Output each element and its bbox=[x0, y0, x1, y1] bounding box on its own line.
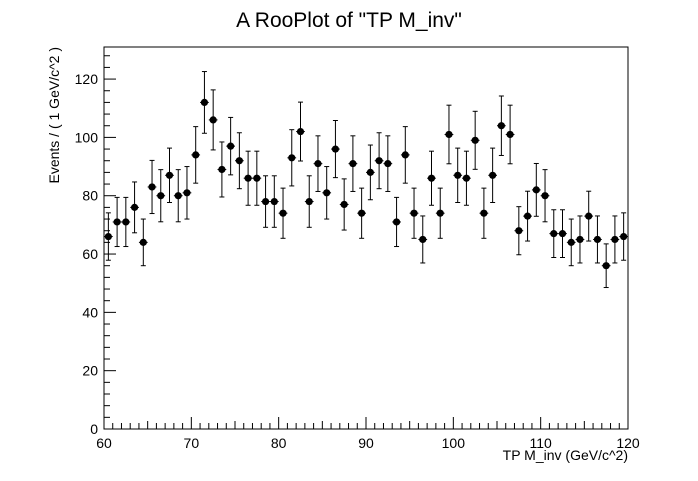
data-point bbox=[218, 165, 226, 174]
y-axis-label: Events / ( 1 GeV/c^2 ) bbox=[46, 47, 62, 184]
data-point bbox=[244, 174, 252, 182]
data-point bbox=[209, 116, 217, 124]
chart-title: A RooPlot of "TP M_inv" bbox=[236, 9, 462, 32]
data-point bbox=[392, 218, 401, 226]
data-point bbox=[445, 130, 453, 139]
data-point bbox=[515, 227, 523, 235]
y-tick-label: 100 bbox=[75, 129, 99, 145]
data-point bbox=[235, 157, 243, 165]
data-point bbox=[620, 232, 628, 241]
data-point bbox=[462, 174, 471, 182]
data-point bbox=[506, 130, 514, 139]
data-point bbox=[523, 212, 532, 220]
x-axis-label: TP M_inv (GeV/c^2) bbox=[503, 447, 628, 463]
data-point bbox=[567, 238, 575, 246]
data-point bbox=[331, 145, 340, 153]
data-point bbox=[497, 122, 505, 130]
data-point bbox=[436, 209, 444, 217]
data-point bbox=[183, 189, 191, 197]
data-point bbox=[104, 232, 112, 241]
data-point bbox=[130, 203, 139, 211]
data-point bbox=[358, 209, 366, 217]
data-point bbox=[253, 174, 261, 182]
data-point bbox=[139, 238, 147, 246]
data-point bbox=[489, 171, 497, 179]
data-point bbox=[200, 98, 209, 107]
plot-frame bbox=[103, 46, 629, 430]
y-tick-label: 120 bbox=[75, 71, 99, 87]
y-axis: 0 20 40 60 80 100 120 bbox=[75, 55, 116, 437]
data-point bbox=[471, 136, 479, 144]
data-point bbox=[427, 174, 436, 182]
data-point bbox=[550, 230, 558, 238]
data-point bbox=[174, 192, 182, 200]
data-point bbox=[314, 160, 322, 168]
data-point bbox=[401, 151, 409, 159]
data-point bbox=[340, 200, 348, 209]
data-point bbox=[419, 235, 427, 244]
y-tick-label: 20 bbox=[82, 363, 98, 379]
data-point bbox=[279, 209, 287, 217]
x-tick-label: 100 bbox=[442, 435, 466, 451]
data-point bbox=[157, 192, 165, 200]
data-point bbox=[165, 171, 174, 179]
data-point bbox=[532, 186, 540, 194]
data-point bbox=[366, 168, 374, 176]
y-tick-label: 80 bbox=[82, 188, 98, 204]
y-tick-label: 40 bbox=[82, 304, 98, 320]
data-series bbox=[104, 71, 628, 289]
data-point bbox=[410, 209, 418, 217]
x-tick-label: 60 bbox=[96, 435, 112, 451]
data-point bbox=[305, 197, 313, 206]
x-tick-label: 90 bbox=[358, 435, 374, 451]
data-point bbox=[558, 230, 567, 238]
data-point bbox=[602, 262, 610, 270]
data-point bbox=[261, 197, 270, 206]
data-point bbox=[585, 212, 593, 220]
data-point bbox=[270, 197, 278, 206]
data-point bbox=[192, 151, 200, 159]
data-point bbox=[323, 189, 331, 197]
x-tick-label: 80 bbox=[271, 435, 287, 451]
x-axis: 60 70 80 90 100 110 120 bbox=[96, 417, 640, 451]
data-point bbox=[375, 157, 383, 165]
data-point bbox=[148, 183, 156, 191]
data-point bbox=[113, 218, 121, 226]
data-point bbox=[227, 142, 235, 150]
data-point bbox=[454, 171, 462, 179]
y-tick-label: 60 bbox=[82, 246, 98, 262]
data-point bbox=[480, 209, 488, 217]
data-point bbox=[288, 154, 296, 162]
x-tick-label: 70 bbox=[184, 435, 200, 451]
data-point bbox=[384, 160, 392, 168]
data-point bbox=[296, 127, 305, 136]
x-tick-label: 110 bbox=[530, 435, 553, 451]
data-point bbox=[541, 192, 549, 200]
data-point bbox=[122, 218, 130, 226]
data-point bbox=[576, 235, 584, 244]
data-point bbox=[611, 235, 619, 244]
data-point bbox=[593, 235, 602, 244]
data-point bbox=[349, 160, 357, 168]
x-tick-label: 120 bbox=[616, 435, 640, 451]
y-tick-label: 0 bbox=[90, 421, 98, 437]
